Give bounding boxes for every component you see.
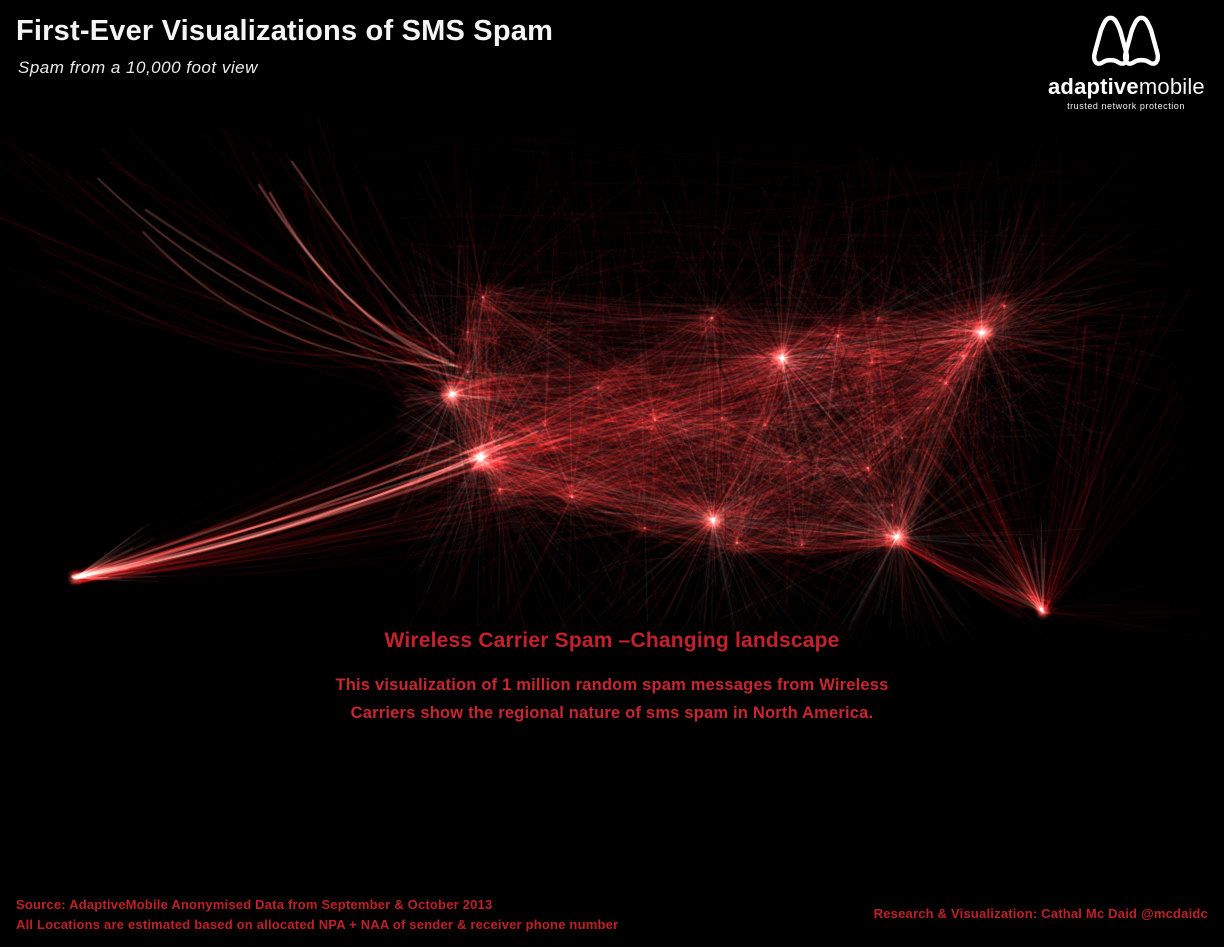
- viz-caption: Wireless Carrier Spam –Changing landscap…: [0, 629, 1224, 727]
- footer-source-line2: All Locations are estimated based on all…: [16, 916, 619, 932]
- viz-caption-body: This visualization of 1 million random s…: [0, 671, 1224, 727]
- logo-wordmark-light: mobile: [1138, 74, 1205, 99]
- page-subtitle: Spam from a 10,000 foot view: [18, 58, 258, 77]
- viz-caption-body-line1: This visualization of 1 million random s…: [335, 676, 889, 694]
- page-title: First-Ever Visualizations of SMS Spam: [16, 15, 554, 47]
- viz-caption-body-line2: Carriers show the regional nature of sms…: [350, 704, 874, 722]
- viz-caption-heading: Wireless Carrier Spam –Changing landscap…: [384, 629, 840, 652]
- adaptivemobile-logo: adaptivemobile trusted network protectio…: [1048, 12, 1205, 111]
- logo-wordmark: adaptivemobile: [1048, 74, 1205, 99]
- logo-tagline: trusted network protection: [1067, 101, 1185, 111]
- footer-credit: Research & Visualization: Cathal Mc Daid…: [873, 906, 1208, 921]
- footer-source-line1: Source: AdaptiveMobile Anonymised Data f…: [16, 897, 493, 912]
- header: First-Ever Visualizations of SMS Spam Sp…: [16, 15, 553, 78]
- logo-wordmark-bold: adaptive: [1048, 74, 1139, 99]
- footer-source: Source: AdaptiveMobile Anonymised Data f…: [16, 895, 618, 934]
- adaptivemobile-logo-icon: [1092, 15, 1160, 66]
